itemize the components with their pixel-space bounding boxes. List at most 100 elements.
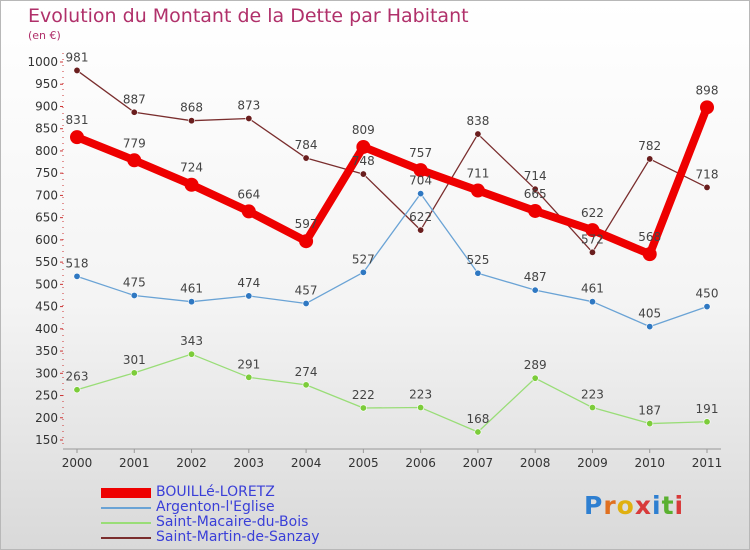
data-label: 405 [638,307,661,321]
data-point [646,420,654,428]
legend: BOUILLé-LORETZ Argenton-l'Eglise Saint-Mac… [101,485,320,545]
data-point [188,117,196,125]
data-point [188,350,196,358]
y-tick-label: 650 [35,211,58,225]
data-point [127,153,142,168]
data-point [245,373,253,381]
data-label: 597 [295,217,318,231]
y-tick-label: 250 [35,389,58,403]
data-point [359,268,367,276]
data-point [73,66,81,74]
data-point [470,183,485,198]
data-label: 525 [466,253,489,267]
data-point [646,155,654,163]
y-tick-label: 450 [35,300,58,314]
y-tick-label: 800 [35,144,58,158]
legend-item: BOUILLé-LORETZ [101,485,320,500]
data-label: 168 [466,412,489,426]
data-point [642,247,657,262]
y-tick-label: 150 [35,433,58,447]
legend-item: Saint-Martin-de-Sanzay [101,530,320,545]
x-tick-label: 2009 [577,456,608,470]
data-labels: 831 779 724 664 597 809 757 711 665 622 568 898 518 4… [66,50,719,426]
logo-letter: x [634,491,652,520]
data-label: 450 [696,287,719,301]
data-label: 457 [295,283,318,297]
data-label: 724 [180,161,203,175]
x-tick-label: 2006 [405,456,436,470]
y-tick-label: 550 [35,255,58,269]
legend-label: Saint-Martin-de-Sanzay [156,529,320,545]
series-line [76,353,708,433]
data-point [585,223,600,238]
x-tick-label: 2000 [62,456,93,470]
data-label: 831 [66,113,89,127]
y-tick-label: 200 [35,411,58,425]
data-point [474,428,482,436]
data-point [531,185,539,193]
data-label: 898 [696,83,719,97]
data-label: 622 [581,206,604,220]
data-label: 222 [352,388,375,402]
data-point [528,203,543,218]
data-label: 572 [581,232,604,246]
x-tick-label: 2010 [634,456,665,470]
data-label: 868 [180,101,203,115]
legend-swatch [101,506,151,509]
series-BOUILLé-LORETZ [70,100,714,262]
logo-letter: r [603,491,617,520]
data-point [130,291,138,299]
data-label: 461 [581,282,604,296]
x-tick-label: 2001 [119,456,150,470]
x-tick-label: 2007 [463,456,494,470]
data-label: 518 [66,256,89,270]
data-label: 474 [237,276,260,290]
data-point [130,369,138,377]
data-point [474,269,482,277]
data-point [130,108,138,116]
legend-label: BOUILLé-LORETZ [156,484,275,500]
y-tick-label: 1000 [27,55,58,69]
y-tick-label: 350 [35,344,58,358]
legend-item: Saint-Macaire-du-Bois [101,515,320,530]
y-tick-label: 600 [35,233,58,247]
data-point [184,177,199,192]
data-label: 343 [180,334,203,348]
data-label: 782 [638,139,661,153]
legend-swatch [101,487,151,498]
data-point [302,154,310,162]
data-label: 809 [352,123,375,137]
chart-title: Evolution du Montant de la Dette par Hab… [28,5,469,27]
line-chart: 150 200 250 300 350 400 450 500 550 600 650 700 750 8… [27,50,722,470]
data-point [359,404,367,412]
data-point [417,404,425,412]
data-label: 223 [409,388,432,402]
unit-label: (en €) [28,29,61,42]
data-point [703,303,711,311]
data-label: 757 [409,146,432,160]
data-point [417,226,425,234]
data-point [417,190,425,198]
data-label: 784 [295,138,318,152]
data-point [241,204,256,219]
data-label: 838 [466,114,489,128]
y-tick-label: 850 [35,122,58,136]
data-label: 779 [123,136,146,150]
data-label: 289 [524,358,547,372]
data-point [474,130,482,138]
series-Saint-Macaire-du-Bois [73,350,711,436]
data-point [73,386,81,394]
data-label: 263 [66,370,89,384]
logo-letter: i [652,491,662,520]
data-point [302,381,310,389]
legend-label: Saint-Macaire-du-Bois [156,514,309,530]
data-point [531,374,539,382]
logo-letter: i [674,491,685,520]
data-label: 461 [180,282,203,296]
data-label: 873 [237,98,260,112]
data-label: 274 [295,365,318,379]
data-point [703,183,711,191]
y-tick-label: 900 [35,99,58,113]
data-point [245,292,253,300]
data-label: 527 [352,252,375,266]
